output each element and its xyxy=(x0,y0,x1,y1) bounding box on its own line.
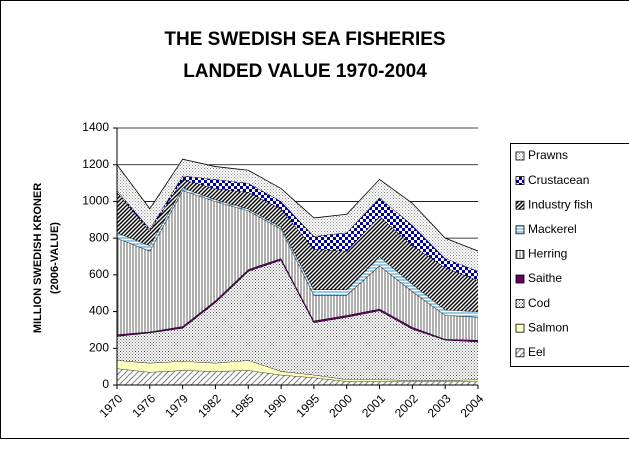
y-tick-label: 1000 xyxy=(82,194,109,208)
legend-swatch xyxy=(515,151,525,161)
y-tick-label: 600 xyxy=(89,267,109,281)
chart-title: LANDED VALUE 1970-2004 xyxy=(183,61,427,82)
area-fill xyxy=(117,190,478,341)
legend-label: Industry fish xyxy=(528,197,593,211)
area-fill xyxy=(117,179,478,312)
area-edge xyxy=(116,178,479,281)
legend-label: Crustacean xyxy=(528,173,589,187)
y-tick-label: 200 xyxy=(89,340,109,354)
legend-label: Herring xyxy=(528,247,567,261)
area-fill xyxy=(117,175,478,281)
legend-swatch xyxy=(515,225,525,235)
legend-swatch xyxy=(515,249,525,259)
legend-swatch xyxy=(515,274,525,284)
y-axis-label: (2006-VALUE) xyxy=(49,222,61,294)
legend-swatch xyxy=(515,176,525,186)
area-fill xyxy=(117,368,478,385)
y-axis-label: MILLION SWEDISH KRONER xyxy=(32,183,44,333)
legend-label: Cod xyxy=(528,296,550,310)
area-edge xyxy=(116,158,479,252)
y-tick-label: 1200 xyxy=(82,157,109,171)
legend-swatch xyxy=(515,323,525,333)
legend-swatch xyxy=(515,200,525,210)
area-fill xyxy=(117,360,478,382)
y-tick-label: 800 xyxy=(89,230,109,244)
legend-box xyxy=(510,143,629,367)
legend-label: Eel xyxy=(528,345,545,359)
y-tick-label: 400 xyxy=(89,304,109,318)
legend-label: Saithe xyxy=(528,271,562,285)
area-fill xyxy=(117,159,478,272)
legend-label: Salmon xyxy=(528,320,569,334)
area-fill xyxy=(117,260,478,381)
chart-title: THE SWEDISH SEA FISHERIES xyxy=(164,29,445,50)
legend-label: Mackerel xyxy=(528,222,577,236)
y-tick-label: 1400 xyxy=(82,120,109,134)
legend-swatch xyxy=(515,299,525,309)
y-tick-label: 0 xyxy=(102,377,109,391)
legend-label: Prawns xyxy=(528,148,568,162)
legend-swatch xyxy=(515,348,525,358)
